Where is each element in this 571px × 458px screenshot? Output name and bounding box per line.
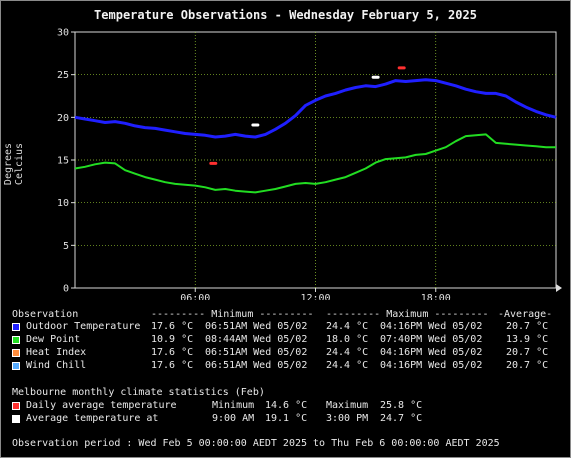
legend-row-min-value: 10.9 °C: [151, 334, 194, 345]
wind-chill-swatch: [12, 362, 20, 370]
average-at-time-2: 3:00 PM: [326, 413, 369, 424]
legend-row-max-time: 04:16PM Wed 05/02: [380, 321, 483, 332]
average-at-label: Average temperature at: [26, 413, 159, 424]
legend-row-name: Heat Index: [26, 347, 87, 358]
x-tick-label: 12:00: [300, 293, 330, 300]
legend-row-name: Wind Chill: [26, 360, 87, 371]
outdoor-temperature-line: [74, 78, 557, 139]
legend-row-max-value: 24.4 °C: [326, 321, 369, 332]
daily-minimum-label: Minimum: [212, 400, 255, 411]
y-tick-label: 15: [57, 156, 69, 167]
daily-average-swatch: [12, 402, 20, 410]
y-tick-label: 30: [57, 28, 69, 39]
climate-marker: [251, 123, 260, 127]
x-axis-arrow: [556, 284, 562, 292]
climate-header: Melbourne monthly climate statistics (Fe…: [12, 387, 265, 398]
y-tick-label: 0: [63, 284, 69, 295]
legend-row-min-time: 06:51AM Wed 05/02: [205, 347, 308, 358]
legend-row-max-value: 24.4 °C: [326, 360, 369, 371]
average-at-swatch: [12, 415, 20, 423]
y-tick-label: 20: [57, 113, 69, 124]
legend-row-max-time: 04:16PM Wed 05/02: [380, 360, 483, 371]
daily-maximum-label: Maximum: [326, 400, 369, 411]
average-at-time-1: 9:00 AM: [212, 413, 255, 424]
daily-minimum-value: 14.6 °C: [265, 400, 308, 411]
x-tick-label: 06:00: [180, 293, 210, 300]
legend-row-min-value: 17.6 °C: [151, 347, 194, 358]
legend-row-min-time: 06:51AM Wed 05/02: [205, 360, 308, 371]
outdoor-temperature-swatch: [12, 323, 20, 331]
legend-row-min-time: 06:51AM Wed 05/02: [205, 321, 308, 332]
climate-marker: [209, 161, 218, 165]
climate-marker: [371, 75, 380, 79]
dew-point-swatch: [12, 336, 20, 344]
legend-row-average: 20.7 °C: [506, 347, 549, 358]
dew-point-line: [74, 133, 556, 194]
y-tick-label: 5: [63, 241, 69, 252]
legend-row-min-value: 17.6 °C: [151, 321, 194, 332]
x-tick-label: 18:00: [421, 293, 451, 300]
daily-average-label: Daily average temperature: [26, 400, 177, 411]
legend-row-average: 13.9 °C: [506, 334, 549, 345]
legend-row-name: Outdoor Temperature: [26, 321, 141, 332]
heat-index-swatch: [12, 349, 20, 357]
legend-header-maximum: --------- Maximum ---------: [326, 309, 489, 320]
observation-period: Observation period : Wed Feb 5 00:00:00 …: [12, 438, 500, 449]
legend-header-minimum: --------- Minimum ---------: [151, 309, 314, 320]
legend-row-average: 20.7 °C: [506, 360, 549, 371]
legend-row-max-value: 24.4 °C: [326, 347, 369, 358]
y-tick-label: 25: [57, 70, 69, 81]
legend-row-max-time: 04:16PM Wed 05/02: [380, 347, 483, 358]
temperature-chart: 0 5 10 15 20 25 30 06:00 12:00 18:00: [57, 28, 562, 300]
legend-row-name: Dew Point: [26, 334, 81, 345]
y-tick-label: 10: [57, 198, 69, 209]
legend-row-max-value: 18.0 °C: [326, 334, 369, 345]
legend-header-average: -Average-: [498, 309, 553, 320]
legend-header-observation: Observation: [12, 309, 79, 320]
legend-row-min-value: 17.6 °C: [151, 360, 194, 371]
daily-maximum-value: 25.8 °C: [380, 400, 423, 411]
average-at-value-2: 24.7 °C: [380, 413, 423, 424]
legend-row-max-time: 07:40PM Wed 05/02: [380, 334, 483, 345]
legend-row-min-time: 08:44AM Wed 05/02: [205, 334, 308, 345]
chart-title: Temperature Observations - Wednesday Feb…: [94, 8, 477, 22]
climate-marker: [397, 66, 406, 70]
legend-row-average: 20.7 °C: [506, 321, 549, 332]
average-at-value-1: 19.1 °C: [265, 413, 308, 424]
